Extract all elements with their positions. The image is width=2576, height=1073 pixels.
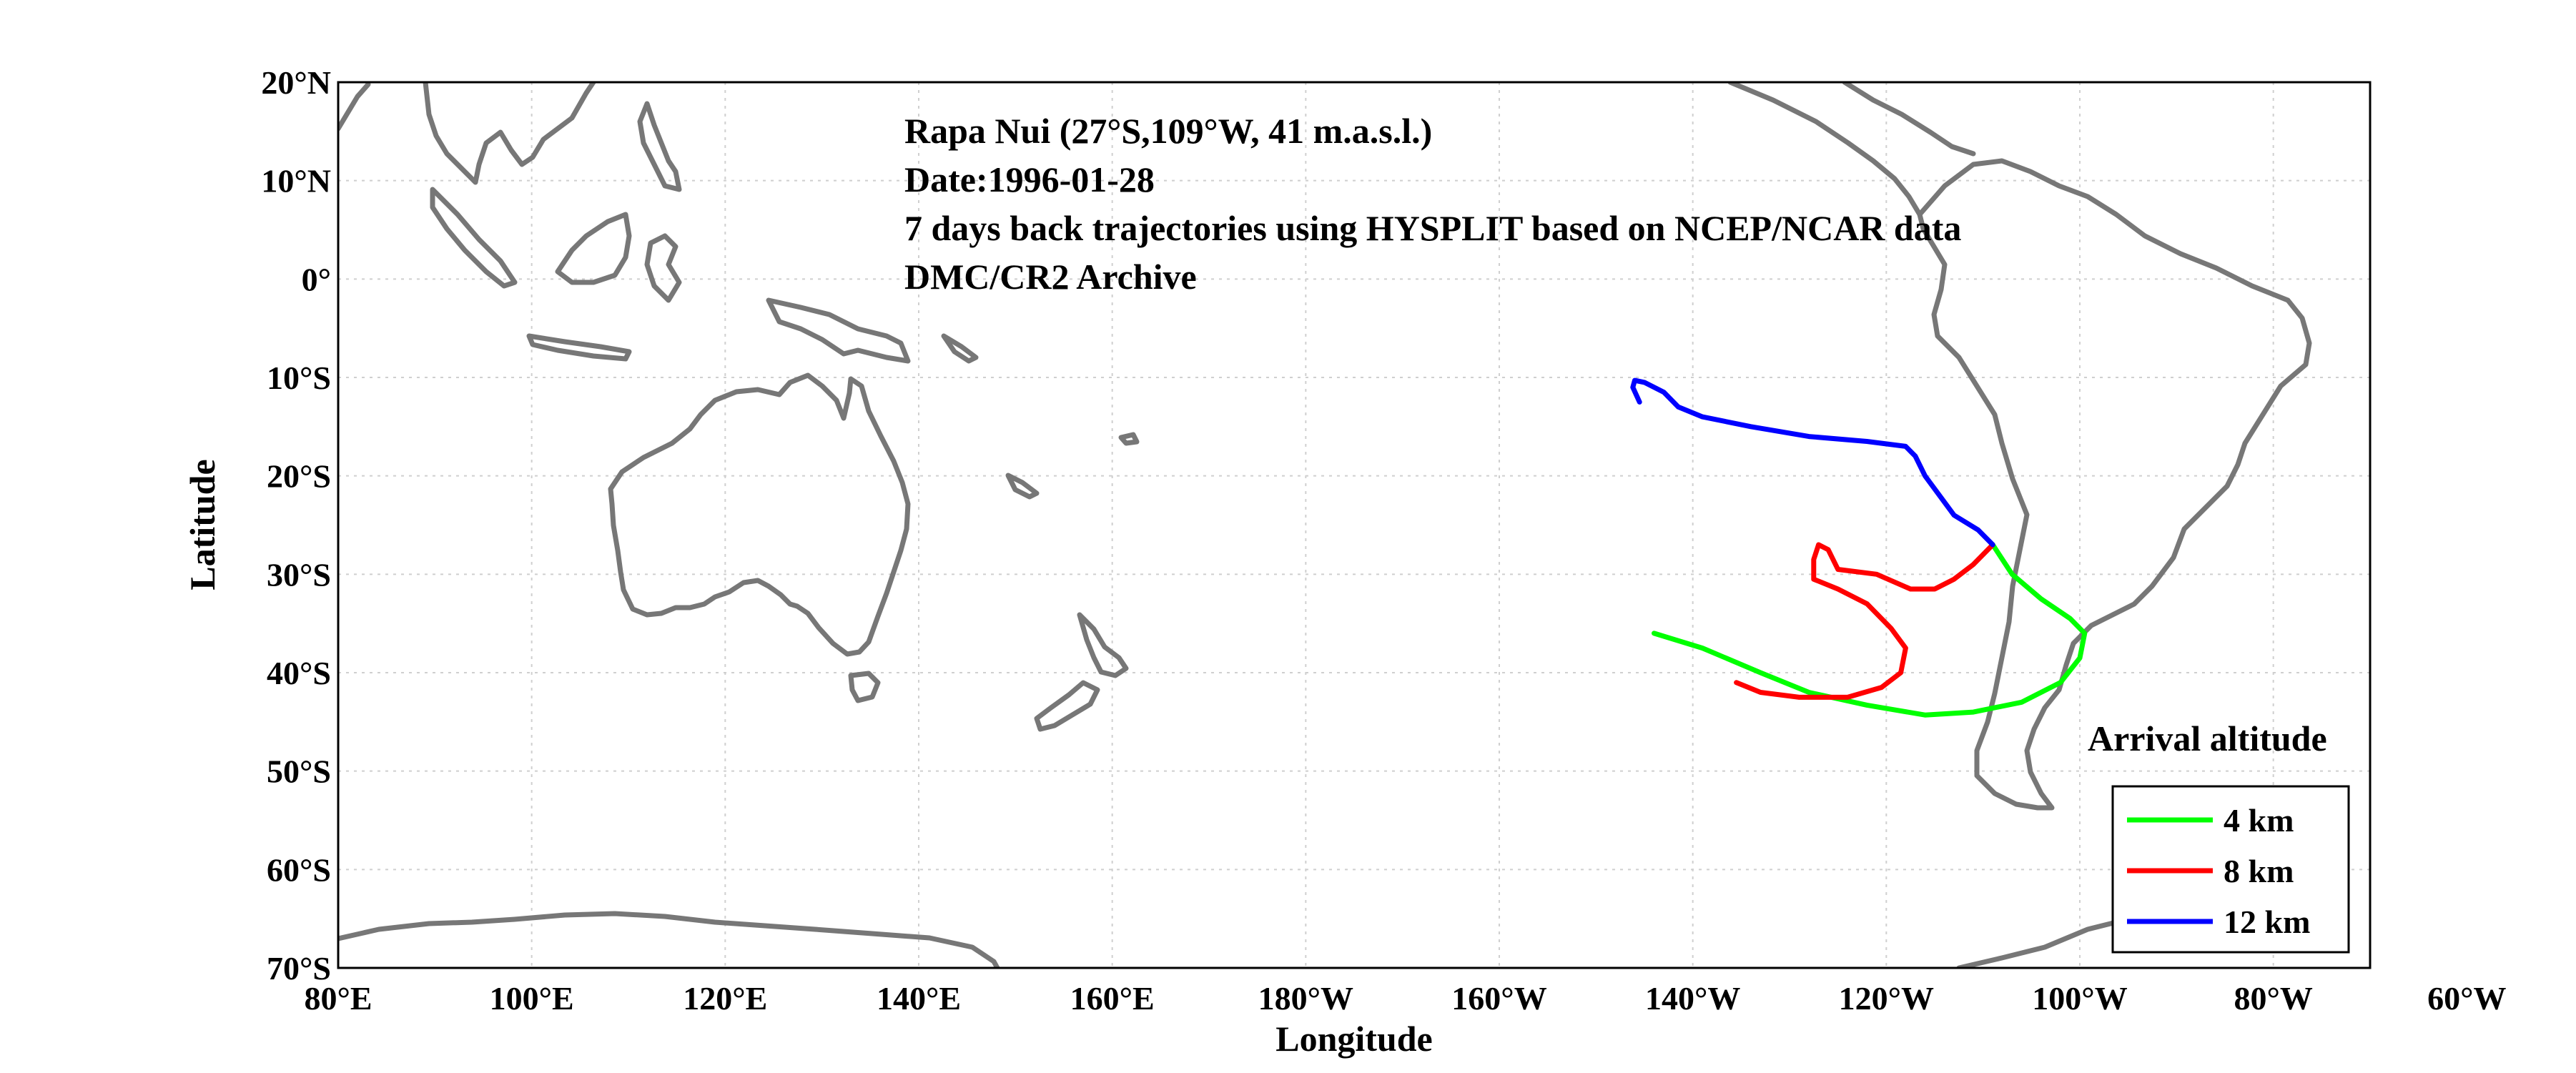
indochina-coastline (423, 82, 596, 185)
south-america-coastline (1917, 158, 2312, 811)
x-tick-label: 120°E (683, 980, 767, 1017)
philippines-coastline (637, 101, 682, 192)
y-tick-label: 10°N (261, 163, 331, 199)
annotation-station: Rapa Nui (27°S,109°W, 41 m.a.s.l.) (904, 111, 1432, 151)
x-tick-label: 80°E (304, 980, 372, 1017)
india-coastline (338, 82, 371, 132)
antarctica-coastline (338, 911, 1000, 968)
central-america-north-coastline (1842, 82, 1976, 157)
y-tick-label: 20°N (261, 64, 331, 101)
annotation-date: Date:1996-01-28 (904, 159, 1155, 199)
y-tick-label: 10°S (267, 360, 331, 396)
y-tick-label: 70°S (267, 950, 331, 987)
annotation-method: 7 days back trajectories using HYSPLIT b… (904, 208, 1961, 248)
y-tick-label: 20°S (267, 458, 331, 495)
new-zealand-north-coastline (1077, 612, 1129, 678)
new-zealand-south-coastline (1034, 680, 1100, 732)
x-axis-label: Longitude (1275, 1019, 1433, 1059)
y-axis-label: Latitude (182, 459, 222, 590)
legend-label-12km: 12 km (2224, 904, 2310, 940)
annotation-archive: DMC/CR2 Archive (904, 257, 1197, 297)
java-coastline (526, 333, 632, 362)
plot-frame (337, 81, 2372, 969)
y-tick-label: 40°S (267, 655, 331, 691)
trajectory-12km (1630, 377, 1995, 548)
new-caledonia-coastline (1005, 473, 1040, 500)
x-tick-label: 100°W (2032, 980, 2127, 1017)
x-tick-label: 80°W (2234, 980, 2312, 1017)
trajectory-8km (1734, 542, 1995, 700)
x-tick-label: 140°E (877, 980, 961, 1017)
new-guinea-coastline (766, 297, 911, 364)
y-tick-label: 50°S (267, 753, 331, 790)
borneo-coastline (555, 212, 632, 285)
x-tick-label: 120°W (1839, 980, 1934, 1017)
legend: 4 km 8 km 12 km (2111, 785, 2350, 954)
axis-ticks: 80°E 100°E 120°E 140°E 160°E 180°W 160°W 140°W 1… (261, 64, 2506, 1017)
y-tick-label: 0° (302, 261, 331, 297)
y-tick-label: 30°S (267, 556, 331, 593)
central-america-coastline (1727, 82, 1923, 217)
fiji-coastline (1118, 432, 1140, 446)
tasmania-coastline (848, 671, 881, 703)
x-tick-label: 60°W (2427, 980, 2506, 1017)
australia-coastline (608, 372, 911, 657)
x-tick-label: 140°W (1645, 980, 1740, 1017)
y-tick-label: 60°S (267, 851, 331, 888)
trajectory-4km (1652, 542, 2088, 718)
legend-title: Arrival altitude (2088, 718, 2327, 758)
solomon-coastline (941, 333, 979, 364)
sumatra-coastline (430, 187, 518, 289)
x-tick-label: 100°E (490, 980, 574, 1017)
coastlines (338, 82, 2312, 968)
x-tick-label: 180°W (1258, 980, 1353, 1017)
legend-label-8km: 8 km (2224, 853, 2294, 889)
sulawesi-coastline (644, 233, 682, 303)
legend-label-4km: 4 km (2224, 802, 2294, 839)
x-tick-label: 160°W (1451, 980, 1546, 1017)
x-tick-label: 160°E (1070, 980, 1155, 1017)
trajectory-lines (1630, 377, 2088, 718)
